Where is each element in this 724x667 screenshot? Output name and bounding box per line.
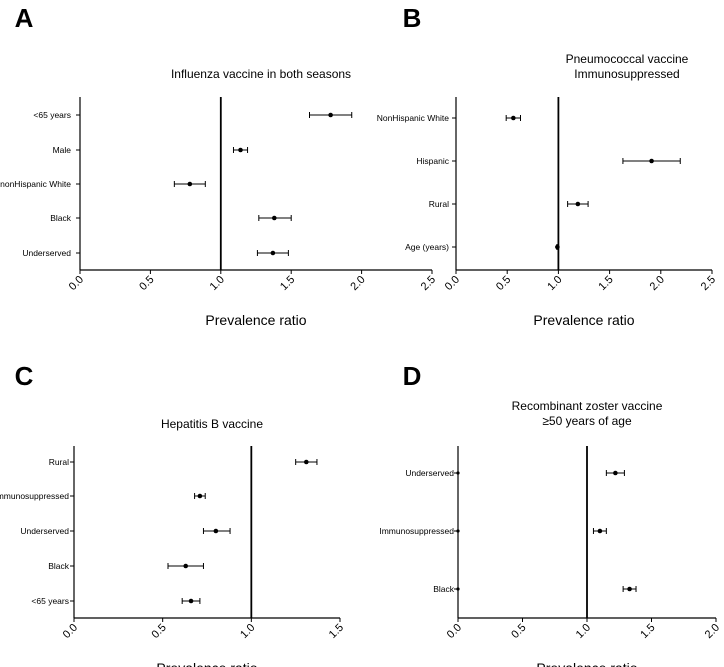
y-tick-marker bbox=[456, 471, 460, 475]
point-estimate bbox=[272, 215, 277, 221]
category-label: Rural bbox=[429, 199, 449, 209]
point-estimate bbox=[183, 563, 189, 569]
point-estimate bbox=[197, 493, 203, 499]
x-axis-title: Prevalence ratio bbox=[156, 660, 257, 667]
point-estimate bbox=[238, 147, 243, 153]
x-tick-label: 0.5 bbox=[149, 622, 168, 641]
panel-letter: B bbox=[403, 3, 422, 33]
category-label: Immunosuppressed bbox=[0, 491, 69, 501]
panel-title: Influenza vaccine in both seasons bbox=[171, 67, 351, 81]
category-label: Underserved bbox=[22, 248, 71, 258]
panel-title: ≥50 years of age bbox=[542, 414, 632, 428]
point-estimate bbox=[597, 528, 603, 534]
category-label: NonHispanic White bbox=[377, 113, 450, 123]
y-tick-marker bbox=[456, 587, 460, 591]
x-tick-label: 2.0 bbox=[703, 622, 722, 641]
x-axis-title: Prevalence ratio bbox=[205, 312, 306, 328]
x-tick-label: 0.0 bbox=[61, 622, 80, 641]
x-tick-label: 1.0 bbox=[238, 622, 257, 641]
point-estimate bbox=[304, 459, 309, 465]
x-tick-label: 0.0 bbox=[67, 274, 86, 293]
x-tick-label: 1.0 bbox=[574, 622, 593, 641]
panel-c: C Hepatitis B vaccine 0.0 0.5 1.0 1.5 Prevalen… bbox=[0, 361, 346, 667]
x-tick-label: 0.0 bbox=[443, 274, 462, 293]
x-tick-label: 2.0 bbox=[348, 274, 367, 293]
x-tick-label: 0.5 bbox=[509, 622, 528, 641]
category-label: Age (years) bbox=[405, 242, 449, 252]
panel-a: A Influenza vaccine in both seasons 0.0 0.5… bbox=[0, 3, 438, 328]
panel-letter: C bbox=[15, 361, 34, 391]
point-estimate bbox=[213, 528, 219, 534]
panel-letter: D bbox=[403, 361, 422, 391]
point-estimate bbox=[270, 250, 276, 256]
x-tick-label: 2.5 bbox=[699, 274, 718, 293]
category-label: Rural bbox=[49, 457, 69, 467]
x-tick-label: 1.5 bbox=[638, 622, 657, 641]
point-estimate bbox=[511, 115, 516, 121]
panel-title: Hepatitis B vaccine bbox=[161, 417, 263, 431]
x-axis-title: Prevalence ratio bbox=[536, 660, 637, 667]
point-estimate bbox=[627, 586, 632, 592]
x-tick-label: 0.5 bbox=[494, 274, 513, 293]
category-label: nonHispanic White bbox=[0, 179, 71, 189]
panel-letter: A bbox=[15, 3, 34, 33]
category-label: Male bbox=[53, 145, 72, 155]
category-label: Underserved bbox=[20, 526, 69, 536]
point-estimate bbox=[575, 201, 581, 207]
x-tick-label: 1.5 bbox=[596, 274, 615, 293]
x-tick-label: 1.5 bbox=[327, 622, 346, 641]
x-tick-label: 1.0 bbox=[208, 274, 227, 293]
x-tick-label: 0.0 bbox=[445, 622, 464, 641]
panel-d: D Recombinant zoster vaccine≥50 years of … bbox=[379, 361, 722, 667]
panel-title: Recombinant zoster vaccine bbox=[512, 399, 663, 413]
point-estimate bbox=[188, 598, 194, 604]
point-estimate bbox=[649, 158, 654, 164]
category-label: Black bbox=[50, 213, 72, 223]
x-tick-label: 2.0 bbox=[648, 274, 667, 293]
x-tick-label: 1.0 bbox=[545, 274, 564, 293]
category-label: <65 years bbox=[33, 110, 71, 120]
category-label: Underserved bbox=[405, 468, 454, 478]
category-label: <65 years bbox=[31, 596, 69, 606]
point-estimate bbox=[187, 181, 193, 187]
y-tick-marker bbox=[456, 529, 460, 533]
point-estimate bbox=[613, 470, 618, 476]
panel-title: Immunosuppressed bbox=[574, 67, 679, 81]
point-estimate bbox=[555, 244, 560, 250]
category-label: Black bbox=[48, 561, 70, 571]
category-label: Black bbox=[433, 584, 455, 594]
panel-title: Pneumococcal vaccine bbox=[566, 52, 689, 66]
point-estimate bbox=[328, 112, 333, 118]
x-tick-label: 0.5 bbox=[137, 274, 156, 293]
category-label: Immunosuppressed bbox=[379, 526, 454, 536]
category-label: Hispanic bbox=[416, 156, 449, 166]
x-tick-label: 2.5 bbox=[419, 274, 438, 293]
x-tick-label: 1.5 bbox=[278, 274, 297, 293]
x-axis-title: Prevalence ratio bbox=[533, 312, 634, 328]
